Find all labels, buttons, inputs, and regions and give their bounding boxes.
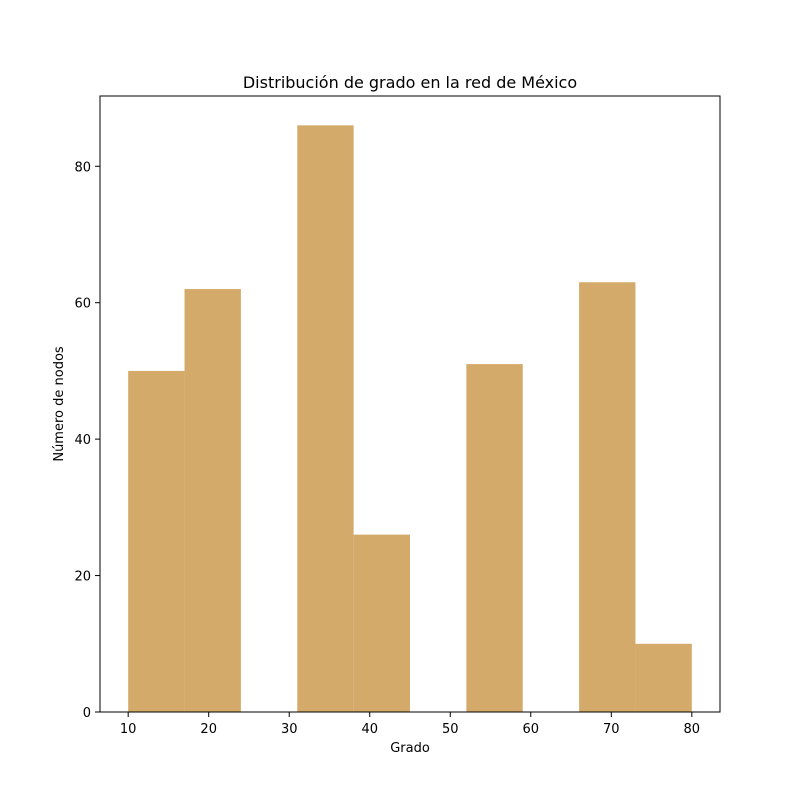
histogram-bar-8 (579, 282, 636, 712)
y-axis-ticks: 0 20 40 60 80 (74, 160, 100, 721)
y-tick-label: 40 (74, 433, 91, 448)
x-axis-ticks: 10 20 30 40 50 60 70 80 (120, 712, 700, 737)
histogram-bar-6 (466, 364, 523, 712)
y-tick-label: 20 (74, 570, 91, 585)
histogram-bar-4 (353, 534, 410, 712)
plot-frame (99, 95, 721, 713)
histogram-bar-3 (297, 125, 354, 713)
chart-title: Distribución de grado en la red de Méxic… (243, 73, 577, 92)
histogram-bar-0 (128, 370, 185, 712)
histogram-bar-9 (635, 643, 692, 712)
x-tick-label: 50 (442, 722, 459, 737)
x-tick-label: 10 (120, 722, 137, 737)
y-tick-label: 0 (83, 706, 91, 721)
x-axis-label: Grado (390, 741, 430, 756)
y-tick-label: 80 (74, 160, 91, 175)
x-tick-label: 60 (523, 722, 540, 737)
x-tick-label: 20 (200, 722, 217, 737)
x-tick-label: 70 (603, 722, 620, 737)
histogram-bar-1 (184, 289, 241, 712)
x-tick-label: 80 (684, 722, 701, 737)
x-tick-label: 40 (361, 722, 378, 737)
x-tick-label: 30 (281, 722, 298, 737)
bars-group (128, 125, 692, 713)
y-tick-label: 60 (74, 297, 91, 312)
y-axis-label: Número de nodos (52, 346, 67, 462)
